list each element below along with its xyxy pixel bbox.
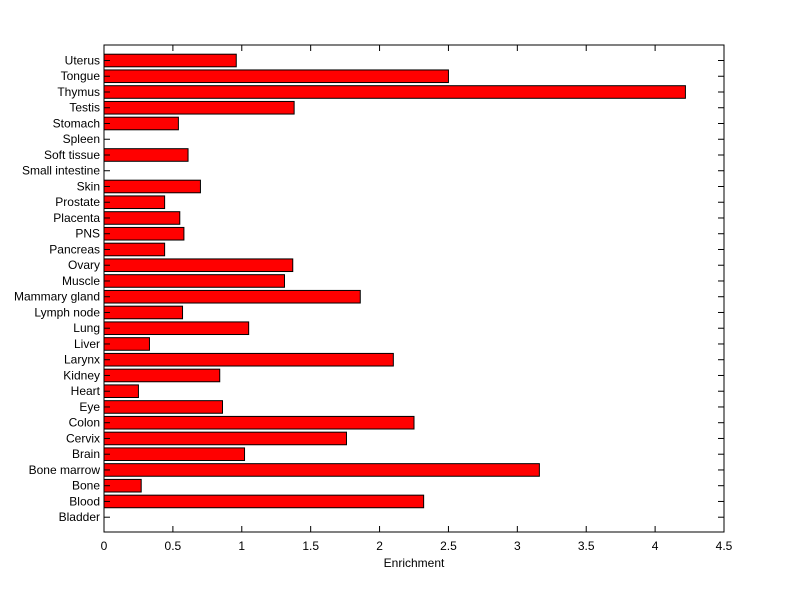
y-tick-label-bone-marrow: Bone marrow <box>29 463 101 477</box>
y-tick-label-spleen: Spleen <box>63 132 100 146</box>
y-tick-label-bone: Bone <box>72 479 100 493</box>
bar-lymph-node <box>103 305 184 320</box>
x-tick-label: 2 <box>376 539 383 553</box>
y-tick-label-heart: Heart <box>71 384 101 398</box>
bar-mammary-gland <box>103 289 361 304</box>
y-tick-label-pancreas: Pancreas <box>49 242 100 256</box>
y-tick-label-stomach: Stomach <box>53 116 100 130</box>
y-tick-label-lung: Lung <box>73 321 100 335</box>
bar-tongue <box>103 69 449 84</box>
y-tick-label-ovary: Ovary <box>68 258 100 272</box>
x-tick-label: 4.5 <box>716 539 733 553</box>
bar-larynx <box>103 352 394 367</box>
y-tick-label-lymph-node: Lymph node <box>34 305 100 319</box>
y-tick-label-soft-tissue: Soft tissue <box>44 148 100 162</box>
bar-uterus <box>103 53 237 68</box>
x-tick-label: 0 <box>101 539 108 553</box>
bar-stomach <box>103 116 179 131</box>
x-tick-label: 1 <box>238 539 245 553</box>
y-tick-label-cervix: Cervix <box>66 431 100 445</box>
y-tick-label-mammary-gland: Mammary gland <box>14 290 100 304</box>
y-tick-label-muscle: Muscle <box>62 274 100 288</box>
y-tick-label-testis: Testis <box>69 101 100 115</box>
x-tick-label: 3 <box>514 539 521 553</box>
y-tick-label-liver: Liver <box>74 337 100 351</box>
bar-soft-tissue <box>103 148 189 162</box>
bar-lung <box>103 321 250 336</box>
bar-thymus <box>103 85 686 99</box>
bar-bone-marrow <box>103 463 540 477</box>
plot-frame <box>103 44 725 533</box>
y-tick-label-larynx: Larynx <box>64 353 100 367</box>
bar-testis <box>103 100 295 115</box>
y-tick-label-placenta: Placenta <box>53 211 100 225</box>
bar-pns <box>103 226 185 241</box>
y-tick-label-bladder: Bladder <box>59 510 100 524</box>
y-tick-label-kidney: Kidney <box>63 368 100 382</box>
bar-pancreas <box>103 242 166 257</box>
x-tick-label: 3.5 <box>578 539 595 553</box>
bar-prostate <box>103 195 166 210</box>
y-tick-label-thymus: Thymus <box>57 85 100 99</box>
bar-ovary <box>103 258 294 273</box>
x-tick-label: 1.5 <box>302 539 319 553</box>
y-tick-label-eye: Eye <box>79 400 100 414</box>
bar-skin <box>103 179 201 194</box>
bar-blood <box>103 494 425 509</box>
x-tick-label: 2.5 <box>440 539 457 553</box>
x-axis-label: Enrichment <box>384 556 445 570</box>
x-tick-label: 4 <box>652 539 659 553</box>
y-tick-label-brain: Brain <box>72 447 100 461</box>
y-tick-label-skin: Skin <box>77 179 100 193</box>
bar-muscle <box>103 274 285 288</box>
y-tick-label-pns: PNS <box>75 227 100 241</box>
y-tick-label-prostate: Prostate <box>55 195 100 209</box>
y-tick-label-small-intestine: Small intestine <box>22 164 100 178</box>
x-tick-label: 0.5 <box>165 539 182 553</box>
y-tick-label-blood: Blood <box>69 494 100 508</box>
bar-cervix <box>103 431 347 446</box>
bar-eye <box>103 400 223 414</box>
bar-brain <box>103 447 246 462</box>
bar-placenta <box>103 211 181 225</box>
y-tick-label-uterus: Uterus <box>65 54 100 68</box>
bar-liver <box>103 337 150 351</box>
bar-kidney <box>103 368 221 383</box>
y-tick-label-colon: Colon <box>69 416 100 430</box>
y-tick-label-tongue: Tongue <box>61 69 101 83</box>
bar-colon <box>103 415 415 430</box>
